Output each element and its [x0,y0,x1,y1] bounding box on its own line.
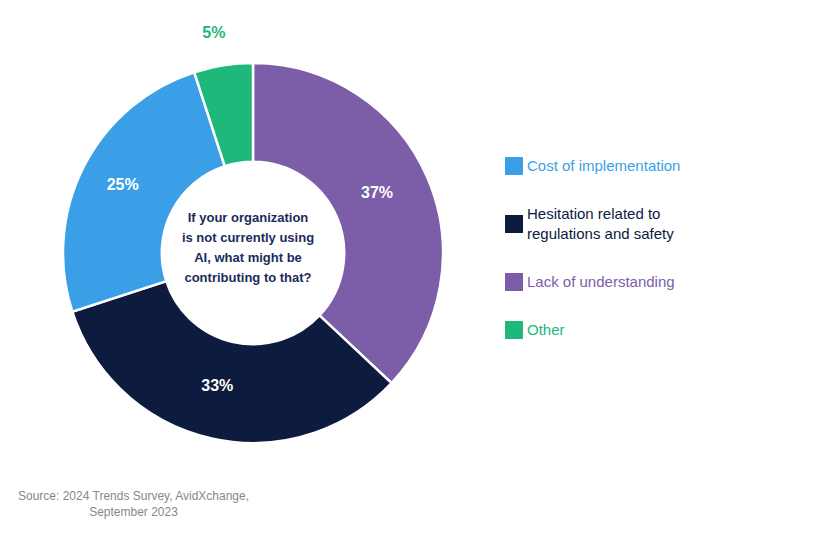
html-text:Source: 2024 Trends Survey, Av: Source: 2024 Trends Survey, AvidXchange,… [18,489,249,519]
html-text:Hesitation related to: Hesitation related to [527,205,661,222]
html-text:Lack of understanding: Lack of understanding [527,273,675,290]
svg-text:25%: 25% [107,176,139,193]
svg-text:33%: 33% [201,377,233,394]
html-text:If your organization is not cu: If your organization is not currently us… [181,210,315,285]
html-text:regulations and safety: regulations and safety [527,225,674,242]
html-text:Cost of implementation: Cost of implementation [527,157,681,174]
svg-text:5%: 5% [202,24,225,41]
html-text:Other: Other [527,321,565,338]
svg-text:37%: 37% [361,184,393,201]
